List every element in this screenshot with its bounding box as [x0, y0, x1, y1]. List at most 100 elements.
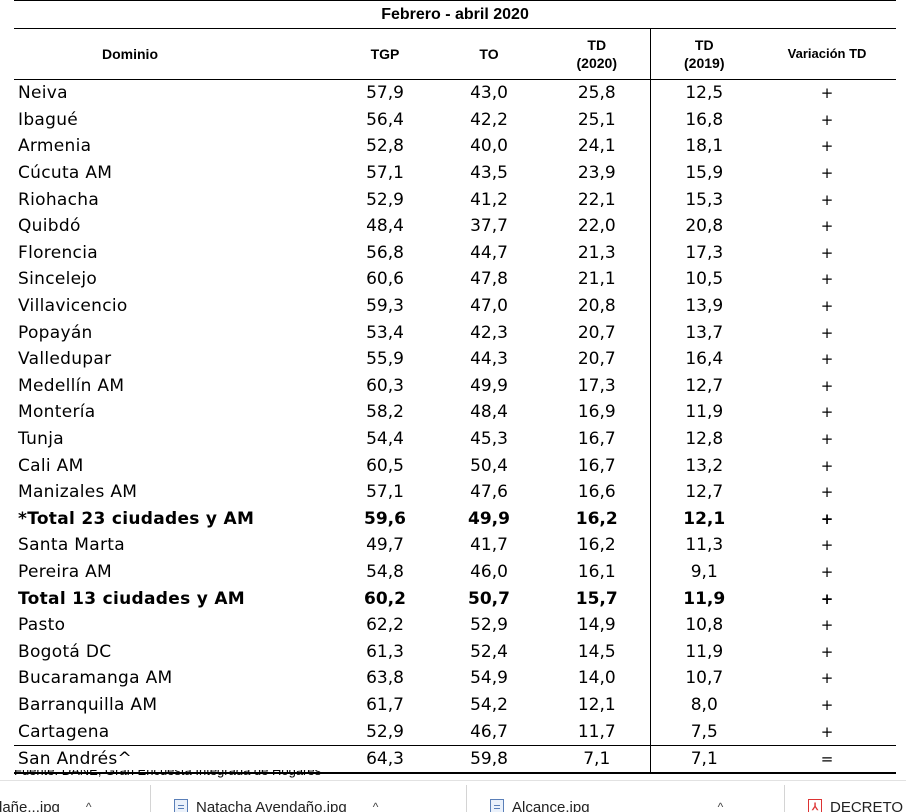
cell-variacion: + — [758, 585, 896, 612]
cell-tgp: 61,3 — [336, 638, 434, 665]
cell-variacion: + — [758, 559, 896, 586]
cell-variacion: + — [758, 266, 896, 293]
cell-variacion: + — [758, 692, 896, 719]
cell-td-2019: 7,1 — [650, 745, 758, 773]
cell-variacion: + — [758, 718, 896, 745]
column-header-row: Dominio TGP TO TD (2020) TD (2019) Varia… — [14, 29, 896, 80]
period-title: Febrero - abril 2020 — [14, 1, 896, 29]
cell-tgp: 57,1 — [336, 479, 434, 506]
cell-dominio: Barranquilla AM — [14, 692, 336, 719]
chevron-up-icon[interactable]: ^ — [86, 800, 92, 812]
download-item-2-label: Natacha Avendaño.jpg — [196, 799, 347, 812]
period-header-row: Febrero - abril 2020 — [14, 1, 896, 29]
header-td-2019-line1: TD — [695, 37, 714, 53]
cell-tgp: 52,8 — [336, 133, 434, 160]
cell-td-2020: 25,8 — [544, 80, 650, 107]
download-item-3-label: Alcance.jpg — [512, 799, 590, 812]
chevron-up-icon[interactable]: ^ — [718, 800, 724, 812]
cell-variacion: + — [758, 479, 896, 506]
cell-td-2020: 25,1 — [544, 107, 650, 134]
cell-variacion: + — [758, 213, 896, 240]
chevron-up-icon[interactable]: ^ — [373, 800, 379, 812]
cell-td-2020: 22,1 — [544, 186, 650, 213]
download-item-2[interactable]: Natacha Avendaño.jpg ^ — [174, 797, 378, 812]
cell-to: 46,7 — [434, 718, 544, 745]
cell-tgp: 54,4 — [336, 426, 434, 453]
cell-td-2019: 10,8 — [650, 612, 758, 639]
download-item-3[interactable]: Alcance.jpg ^ — [490, 797, 723, 812]
header-to: TO — [434, 29, 544, 80]
cell-to: 50,4 — [434, 452, 544, 479]
cell-td-2019: 12,7 — [650, 373, 758, 400]
cell-to: 47,6 — [434, 479, 544, 506]
cell-td-2019: 10,5 — [650, 266, 758, 293]
cell-to: 47,0 — [434, 293, 544, 320]
cell-to: 41,2 — [434, 186, 544, 213]
cell-variacion: + — [758, 452, 896, 479]
cell-dominio: Florencia — [14, 240, 336, 267]
cell-dominio: Pereira AM — [14, 559, 336, 586]
cell-to: 48,4 — [434, 399, 544, 426]
cell-to: 52,4 — [434, 638, 544, 665]
cell-tgp: 52,9 — [336, 718, 434, 745]
download-bar: dañe...jpg ^ Natacha Avendaño.jpg ^ Alca… — [0, 780, 906, 812]
cell-dominio: Villavicencio — [14, 293, 336, 320]
cell-td-2020: 21,1 — [544, 266, 650, 293]
cell-tgp: 52,9 — [336, 186, 434, 213]
cell-variacion: + — [758, 80, 896, 107]
cell-tgp: 59,6 — [336, 506, 434, 533]
cell-variacion: + — [758, 373, 896, 400]
cell-dominio: Popayán — [14, 319, 336, 346]
cell-dominio: Tunja — [14, 426, 336, 453]
download-separator — [466, 785, 467, 812]
cell-variacion: + — [758, 319, 896, 346]
cell-td-2019: 12,7 — [650, 479, 758, 506]
cell-dominio: Medellín AM — [14, 373, 336, 400]
cell-dominio: Riohacha — [14, 186, 336, 213]
cell-dominio: Cali AM — [14, 452, 336, 479]
download-item-1[interactable]: dañe...jpg ^ — [0, 797, 92, 812]
cell-variacion: + — [758, 665, 896, 692]
cell-td-2020: 22,0 — [544, 213, 650, 240]
cell-td-2019: 7,5 — [650, 718, 758, 745]
cell-tgp: 49,7 — [336, 532, 434, 559]
cell-td-2019: 17,3 — [650, 240, 758, 267]
cell-dominio: Cartagena — [14, 718, 336, 745]
cell-td-2019: 16,8 — [650, 107, 758, 134]
download-item-4[interactable]: ⅄ DECRETO — [808, 797, 903, 812]
cell-to: 43,0 — [434, 80, 544, 107]
header-variacion: Variación TD — [758, 29, 896, 80]
cell-td-2019: 15,9 — [650, 160, 758, 187]
pdf-file-icon: ⅄ — [808, 799, 822, 812]
labor-market-table: Febrero - abril 2020 Dominio TGP TO TD (… — [14, 0, 896, 774]
cell-to: 52,9 — [434, 612, 544, 639]
cell-dominio: Manizales AM — [14, 479, 336, 506]
cell-td-2020: 16,7 — [544, 452, 650, 479]
cell-td-2019: 16,4 — [650, 346, 758, 373]
cell-variacion: + — [758, 612, 896, 639]
cell-variacion: + — [758, 293, 896, 320]
cell-tgp: 58,2 — [336, 399, 434, 426]
cell-dominio: Armenia — [14, 133, 336, 160]
cell-dominio: Ibagué — [14, 107, 336, 134]
cell-variacion: + — [758, 399, 896, 426]
cell-td-2020: 20,8 — [544, 293, 650, 320]
cell-variacion: + — [758, 426, 896, 453]
cell-td-2020: 17,3 — [544, 373, 650, 400]
cell-td-2019: 13,7 — [650, 319, 758, 346]
cell-td-2019: 11,9 — [650, 585, 758, 612]
cell-td-2020: 24,1 — [544, 133, 650, 160]
cell-td-2019: 18,1 — [650, 133, 758, 160]
cell-to: 45,3 — [434, 426, 544, 453]
